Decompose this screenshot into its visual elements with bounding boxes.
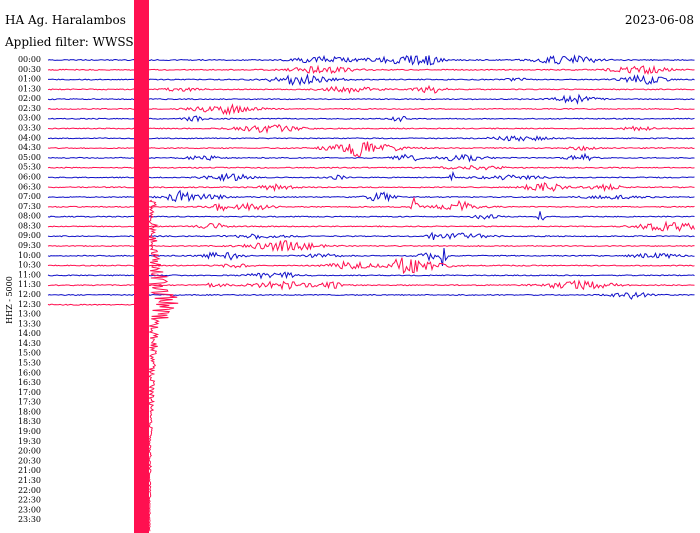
time-label: 06:00 xyxy=(18,172,41,181)
time-label: 15:00 xyxy=(18,349,41,358)
trace xyxy=(47,220,695,233)
time-label: 02:00 xyxy=(18,94,41,103)
trace xyxy=(47,84,695,95)
trace xyxy=(47,54,695,66)
time-label: 12:00 xyxy=(18,290,41,299)
time-label: 16:30 xyxy=(18,378,41,387)
time-label: 01:00 xyxy=(18,75,41,84)
time-label: 12:30 xyxy=(18,300,41,309)
trace xyxy=(47,93,695,105)
trace xyxy=(47,103,695,116)
time-label: 10:00 xyxy=(18,251,41,260)
time-label: 02:30 xyxy=(18,104,41,113)
time-label: 08:00 xyxy=(18,212,41,221)
trace xyxy=(47,303,136,306)
trace xyxy=(47,164,695,171)
time-label: 17:30 xyxy=(18,398,41,407)
time-label: 18:30 xyxy=(18,417,41,426)
time-label: 23:00 xyxy=(18,505,41,514)
time-label: 08:30 xyxy=(18,221,41,230)
date: 2023-06-08 xyxy=(625,13,694,27)
time-label: 04:00 xyxy=(18,133,41,142)
time-label: 20:00 xyxy=(18,447,41,456)
time-labels: 00:0000:3001:0001:3002:0002:3003:0003:30… xyxy=(18,55,41,524)
time-label: 01:30 xyxy=(18,84,41,93)
trace xyxy=(47,231,695,241)
time-label: 21:00 xyxy=(18,466,41,475)
trace xyxy=(47,115,695,123)
trace xyxy=(47,211,695,221)
time-label: 09:00 xyxy=(18,231,41,240)
traces xyxy=(47,54,695,306)
time-label: 07:30 xyxy=(18,202,41,211)
time-label: 14:30 xyxy=(18,339,41,348)
time-label: 06:30 xyxy=(18,182,41,191)
event-coda xyxy=(147,199,179,532)
time-label: 05:00 xyxy=(18,153,41,162)
event-band xyxy=(134,0,149,533)
trace xyxy=(47,240,695,253)
time-label: 03:30 xyxy=(18,124,41,133)
trace xyxy=(47,152,695,163)
time-label: 18:00 xyxy=(18,407,41,416)
trace xyxy=(47,291,695,300)
trace xyxy=(48,73,695,87)
time-label: 00:30 xyxy=(18,65,41,74)
station-name: HA Ag. Haralambos xyxy=(5,13,126,27)
time-label: 03:00 xyxy=(18,114,41,123)
trace xyxy=(47,189,695,203)
time-label: 20:30 xyxy=(18,456,41,465)
trace xyxy=(47,64,695,76)
time-label: 00:00 xyxy=(18,55,41,64)
time-label: 14:00 xyxy=(18,329,41,338)
time-label: 09:30 xyxy=(18,241,41,250)
time-label: 07:00 xyxy=(18,192,41,201)
time-label: 05:30 xyxy=(18,163,41,172)
trace xyxy=(47,170,695,183)
time-label: 13:00 xyxy=(18,310,41,319)
trace xyxy=(47,196,695,212)
time-label: 15:30 xyxy=(18,358,41,367)
time-label: 04:30 xyxy=(18,143,41,152)
time-label: 22:00 xyxy=(18,486,41,495)
trace xyxy=(47,123,695,135)
channel-label: HHZ - 5000 xyxy=(5,276,14,324)
filter: Applied filter: WWSSN- xyxy=(4,35,148,49)
time-label: 22:30 xyxy=(18,496,41,505)
trace xyxy=(47,135,695,142)
time-label: 21:30 xyxy=(18,476,41,485)
trace xyxy=(47,141,695,158)
trace xyxy=(47,182,695,193)
time-label: 16:00 xyxy=(18,368,41,377)
time-label: 19:00 xyxy=(18,427,41,436)
time-label: 11:30 xyxy=(18,280,41,289)
trace xyxy=(47,279,695,291)
time-label: 19:30 xyxy=(18,437,41,446)
time-label: 17:00 xyxy=(18,388,41,397)
time-label: 23:30 xyxy=(18,515,41,524)
time-label: 13:30 xyxy=(18,319,41,328)
time-label: 10:30 xyxy=(18,261,41,270)
time-label: 11:00 xyxy=(18,270,41,279)
earthquake-signal xyxy=(134,0,179,533)
